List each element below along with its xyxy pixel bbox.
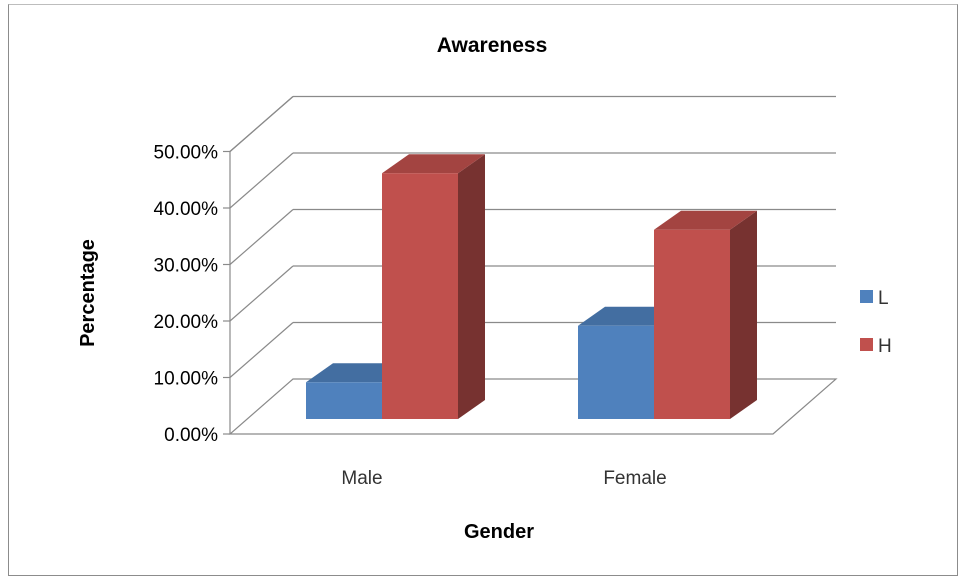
x-axis-categories: Male Female [341, 468, 666, 489]
bar-side [458, 154, 485, 419]
bars [306, 154, 757, 419]
gridline-side [229, 96, 294, 152]
bar-side [730, 210, 757, 419]
gridline-side [229, 152, 294, 209]
bar-front [578, 325, 654, 419]
bar-top [654, 210, 757, 230]
y-tick-label: 50.00% [154, 143, 219, 164]
gridline-side [229, 322, 294, 378]
legend: LH [860, 288, 892, 357]
x-axis-title: Gender [464, 521, 534, 543]
legend-swatch [860, 338, 873, 351]
legend-label: H [878, 336, 892, 357]
chart-frame [8, 4, 958, 576]
bar-front [382, 173, 458, 419]
legend-label: L [878, 288, 889, 309]
bar-top [382, 154, 485, 174]
bar-female-h [654, 210, 757, 419]
y-tick-label: 0.00% [164, 425, 218, 446]
y-tick-label: 10.00% [154, 369, 219, 390]
y-axis-title: Percentage [77, 239, 99, 347]
y-tick-label: 20.00% [154, 312, 219, 333]
y-axis-ticks: 0.00% 10.00% 20.00% 30.00% 40.00% 50.00% [154, 143, 230, 446]
x-category-label: Female [603, 468, 666, 489]
gridline-side [229, 265, 294, 322]
chart-title: Awareness [437, 34, 548, 57]
y-tick-label: 40.00% [154, 199, 219, 220]
bar-male-h [382, 154, 485, 419]
x-category-label: Male [341, 468, 382, 489]
bar-front [654, 229, 730, 419]
y-tick-label: 30.00% [154, 256, 219, 277]
legend-swatch [860, 290, 873, 303]
gridline-side [229, 209, 294, 265]
bar-front [306, 382, 382, 419]
